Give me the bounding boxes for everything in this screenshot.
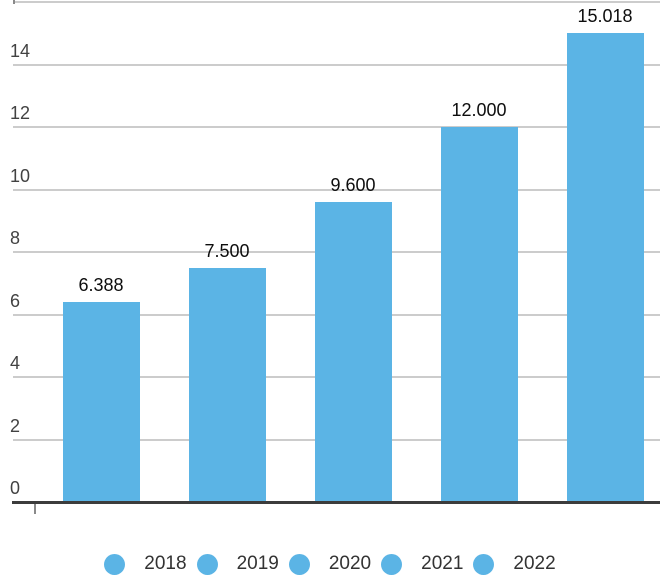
gridline-y14 [13,63,660,66]
y-axis-label-4: 4 [10,353,21,373]
bar-value-label-2019: 7.500 [204,240,250,261]
bar-2019[interactable] [188,267,266,502]
gridline-y12 [13,126,660,128]
legend-item-2018[interactable]: 2018 [104,553,187,575]
gridline-y16 [14,1,660,3]
legend-item-label: 2022 [513,553,556,574]
bar-2018[interactable] [62,302,140,502]
y-axis-label-0: 0 [10,478,21,498]
y-axis-label-8: 8 [10,228,21,248]
legend-item-label: 2020 [328,553,372,574]
y-axis-label-10: 10 [10,165,31,186]
legend-swatch-icon [196,553,218,575]
legend-swatch-icon [381,553,403,575]
y-axis-label-12: 12 [10,103,31,123]
x-axis-tick [34,504,36,514]
legend-swatch-icon [104,553,126,575]
bar-2022[interactable] [566,32,644,502]
bar-value-label-2021: 12.000 [451,100,507,120]
legend-swatch-icon [473,553,495,575]
top-axis-tick [13,0,15,4]
legend-item-2021[interactable]: 2021 [381,553,463,575]
gridline-y10 [13,188,660,191]
bar-2020[interactable] [314,202,392,502]
bar-value-label-2018: 6.388 [78,275,124,296]
y-axis-label-2: 2 [10,415,21,436]
chart-legend: 2018 2019 2020 2021 2022 [0,546,660,582]
y-axis-label-14: 14 [10,40,31,61]
legend-item-label: 2019 [236,553,279,574]
bar-value-label-2020: 9.600 [330,175,376,195]
x-axis-baseline [12,501,660,504]
bar-value-label-2022: 15.018 [577,5,633,26]
legend-swatch-icon [288,553,310,575]
legend-item-2019[interactable]: 2019 [196,553,279,575]
bar-2021[interactable] [440,127,518,502]
legend-item-label: 2018 [144,553,187,574]
legend-item-2022[interactable]: 2022 [473,553,556,575]
legend-item-2020[interactable]: 2020 [288,553,372,575]
y-axis-label-6: 6 [10,290,21,311]
legend-item-label: 2021 [421,553,464,574]
